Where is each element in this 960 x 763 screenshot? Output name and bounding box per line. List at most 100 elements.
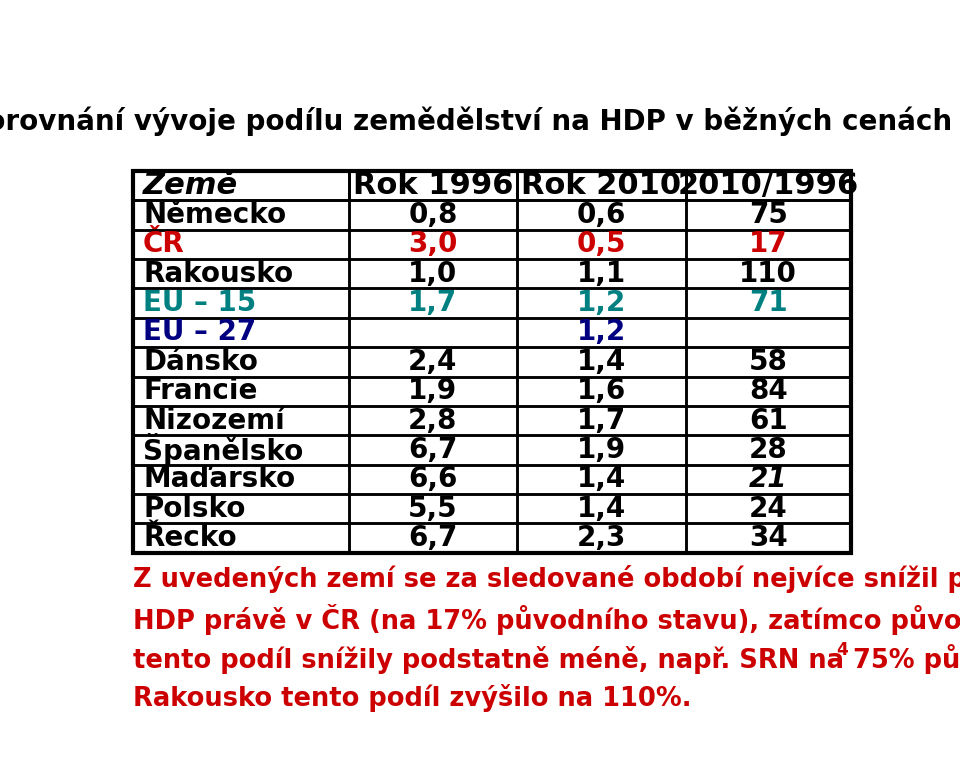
Bar [348, 465, 517, 494]
Text: 75: 75 [749, 201, 787, 229]
Bar [685, 317, 851, 347]
Text: Maďarsko: Maďarsko [143, 465, 295, 494]
Bar [517, 171, 685, 200]
Text: 1,7: 1,7 [408, 289, 458, 317]
Bar [348, 494, 517, 523]
Text: Řecko: Řecko [143, 524, 237, 552]
Text: 71: 71 [749, 289, 787, 317]
Bar [133, 376, 348, 406]
Bar [348, 376, 517, 406]
Bar [685, 376, 851, 406]
Text: ČR: ČR [143, 230, 185, 259]
Bar [348, 200, 517, 230]
Text: Z uvedených zemí se za sledované období nejvíce snížil podíl zemědělství na: Z uvedených zemí se za sledované období … [133, 565, 960, 593]
Bar [133, 200, 348, 230]
Text: 6,6: 6,6 [408, 465, 458, 494]
Bar [517, 259, 685, 288]
Bar [348, 317, 517, 347]
Text: 24: 24 [749, 494, 787, 523]
Bar [685, 523, 851, 552]
Bar [133, 523, 348, 552]
Bar [348, 435, 517, 465]
Bar [133, 494, 348, 523]
Text: Polsko: Polsko [143, 494, 246, 523]
Text: 2010/1996: 2010/1996 [678, 171, 859, 200]
Text: tento podíl snížily podstatně méně, např. SRN na 75% původního stavu a: tento podíl snížily podstatně méně, např… [133, 645, 960, 674]
Text: 1,4: 1,4 [577, 348, 626, 376]
Bar [517, 376, 685, 406]
Text: Rok 1996: Rok 1996 [352, 171, 513, 200]
Bar [685, 435, 851, 465]
Bar [517, 494, 685, 523]
Text: 1,4: 1,4 [577, 494, 626, 523]
Text: EU – 27: EU – 27 [143, 318, 256, 346]
Text: Nizozemí: Nizozemí [143, 407, 285, 435]
Bar [348, 288, 517, 317]
Bar [517, 317, 685, 347]
Text: Země: Země [143, 171, 238, 200]
Bar [685, 494, 851, 523]
Text: Španělsko: Španělsko [143, 433, 303, 466]
Bar [133, 171, 851, 552]
Text: 1,7: 1,7 [577, 407, 626, 435]
Text: Dánsko: Dánsko [143, 348, 258, 376]
Text: Rok 2010: Rok 2010 [521, 171, 682, 200]
Text: 1,0: 1,0 [408, 259, 458, 288]
Bar [517, 435, 685, 465]
Bar [517, 230, 685, 259]
Bar [133, 171, 348, 200]
Bar [133, 230, 348, 259]
Bar [133, 317, 348, 347]
Bar [685, 288, 851, 317]
Bar [348, 230, 517, 259]
Text: 1,6: 1,6 [577, 377, 626, 405]
Text: 0,8: 0,8 [408, 201, 458, 229]
Text: 28: 28 [749, 436, 787, 464]
Text: 2,4: 2,4 [408, 348, 458, 376]
Text: 61: 61 [749, 407, 787, 435]
Text: 6,7: 6,7 [408, 436, 458, 464]
Bar [685, 230, 851, 259]
Text: Porovnání vývoje podílu zemědělství na HDP v běžných cenách v %: Porovnání vývoje podílu zemědělství na H… [0, 106, 960, 136]
Bar [133, 435, 348, 465]
Bar [133, 465, 348, 494]
Text: 84: 84 [749, 377, 787, 405]
Text: 17: 17 [749, 230, 787, 259]
Text: 1,1: 1,1 [577, 259, 626, 288]
Text: 34: 34 [749, 524, 787, 552]
Text: EU – 15: EU – 15 [143, 289, 256, 317]
Text: 6,7: 6,7 [408, 524, 458, 552]
Text: 1,4: 1,4 [577, 465, 626, 494]
Text: HDP právě v ČR (na 17% původního stavu), zatímco původní členské země: HDP právě v ČR (na 17% původního stavu),… [133, 604, 960, 636]
Text: 1,2: 1,2 [577, 289, 626, 317]
Bar [685, 465, 851, 494]
Bar [133, 347, 348, 376]
Text: Rakousko tento podíl zvýšilo na 110%.: Rakousko tento podíl zvýšilo na 110%. [133, 684, 692, 713]
Text: 110: 110 [739, 259, 797, 288]
Text: 0,5: 0,5 [577, 230, 626, 259]
Text: 58: 58 [749, 348, 787, 376]
Bar [685, 171, 851, 200]
Bar [348, 347, 517, 376]
Bar [685, 347, 851, 376]
Bar [517, 288, 685, 317]
Text: 5,5: 5,5 [408, 494, 458, 523]
Bar [685, 406, 851, 435]
Bar [517, 406, 685, 435]
Bar [348, 171, 517, 200]
Bar [517, 465, 685, 494]
Bar [517, 347, 685, 376]
Text: 2,8: 2,8 [408, 407, 458, 435]
Bar [133, 288, 348, 317]
Text: Rakousko: Rakousko [143, 259, 293, 288]
Text: 1,9: 1,9 [577, 436, 626, 464]
Text: 3,0: 3,0 [408, 230, 458, 259]
Text: 4: 4 [836, 642, 848, 659]
Bar [133, 406, 348, 435]
Text: 2,3: 2,3 [577, 524, 626, 552]
Text: Německo: Německo [143, 201, 286, 229]
Text: 21: 21 [749, 465, 787, 494]
Bar [517, 523, 685, 552]
Bar [348, 259, 517, 288]
Text: Francie: Francie [143, 377, 257, 405]
